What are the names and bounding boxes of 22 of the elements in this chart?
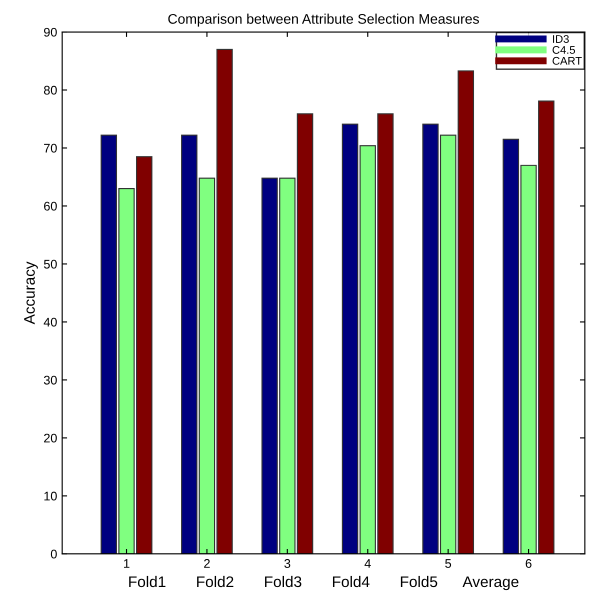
- x-tick-label: 5: [445, 559, 452, 568]
- y-tick-label: 20: [44, 434, 57, 443]
- legend-label: CART: [552, 56, 582, 65]
- y-tick-label: 50: [44, 260, 57, 269]
- y-tick-label: 90: [44, 28, 57, 37]
- x-tick-label: 1: [124, 559, 130, 568]
- x-tick-label: 3: [284, 559, 290, 568]
- x-tick-label: 6: [526, 559, 532, 568]
- x-tick-label: 2: [204, 559, 210, 568]
- y-tick-label: 80: [44, 86, 57, 95]
- y-tick-label: 60: [44, 202, 57, 211]
- y-tick-label: 10: [44, 492, 57, 501]
- y-tick-label: 70: [44, 144, 57, 153]
- chart-title: Comparison between Attribute Selection Measures: [168, 14, 479, 27]
- x-tick-label: 4: [364, 559, 371, 568]
- legend-label: ID3: [553, 35, 569, 43]
- legend-label: C4.5: [552, 46, 576, 54]
- y-axis-title: Accuracy: [24, 262, 38, 324]
- x-axis-title: Fold1 Fold2 Fold3 Fold4 Fold5 Average: [129, 576, 518, 590]
- y-tick-label: 30: [44, 376, 57, 385]
- y-tick-label: 0: [50, 550, 57, 559]
- y-tick-label: 40: [44, 318, 57, 327]
